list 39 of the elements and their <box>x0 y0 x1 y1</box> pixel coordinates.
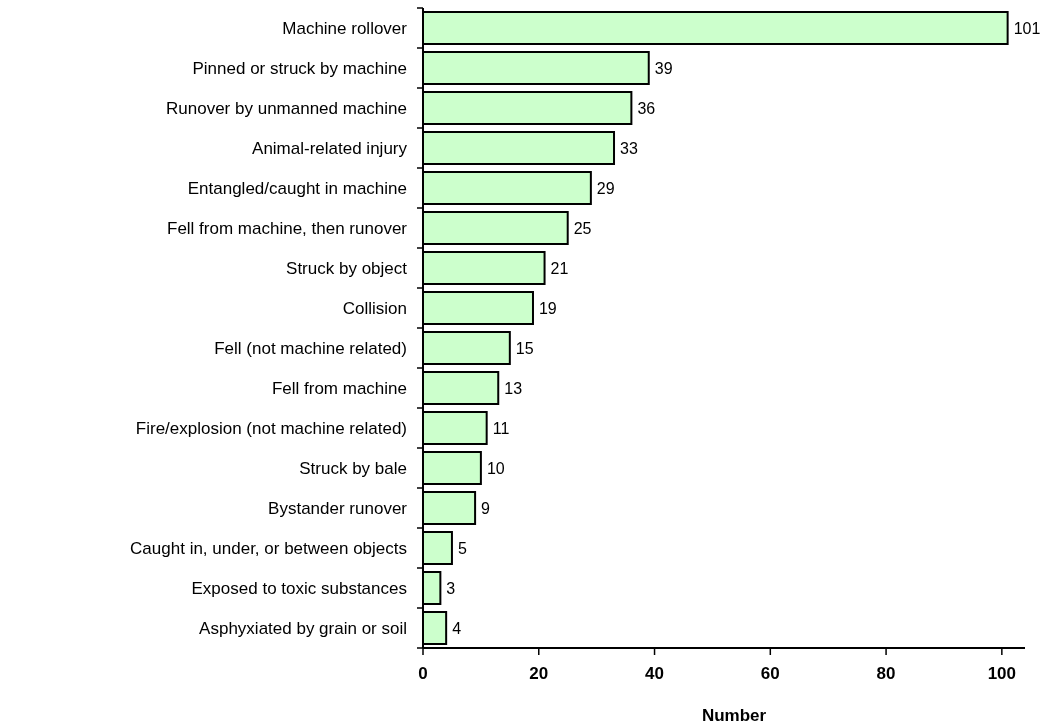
y-tick-label: Machine rollover <box>282 18 408 38</box>
x-tick-label: 80 <box>876 664 896 683</box>
data-label: 10 <box>486 459 505 477</box>
data-label: 25 <box>573 219 592 237</box>
x-axis-title: Number <box>701 706 767 725</box>
data-label: 15 <box>515 339 534 357</box>
data-label: 5 <box>457 539 467 557</box>
y-tick-label: Struck by object <box>286 258 408 278</box>
data-label: 33 <box>620 139 638 157</box>
data-label: 21 <box>550 259 569 277</box>
data-label: 39 <box>654 59 673 77</box>
data-label: 13 <box>504 379 523 397</box>
y-tick-label: Fell from machine, then runover <box>167 218 408 238</box>
data-label: 36 <box>637 99 656 117</box>
x-tick-label: 40 <box>645 664 664 683</box>
data-label: 4 <box>452 619 462 637</box>
y-tick-label: Pinned or struck by machine <box>192 58 407 78</box>
data-label: 101 <box>1013 19 1041 37</box>
data-label: 3 <box>446 579 456 597</box>
y-tick-label: Asphyxiated by grain or soil <box>199 618 407 638</box>
y-tick-label: Runover by unmanned machine <box>166 98 407 118</box>
x-tick-label: 60 <box>760 664 780 683</box>
x-tick-label: 0 <box>418 664 428 683</box>
y-tick-label: Fire/explosion (not machine related) <box>135 418 407 438</box>
y-tick-label: Bystander runover <box>268 498 408 518</box>
y-tick-label: Entangled/caught in machine <box>187 178 407 198</box>
x-tick-label: 20 <box>529 664 549 683</box>
data-label: 19 <box>538 299 557 317</box>
data-label: 9 <box>481 499 491 517</box>
y-tick-label: Fell from machine <box>271 378 407 398</box>
y-tick-label: Collision <box>342 298 407 318</box>
y-tick-label: Exposed to toxic substances <box>191 578 407 598</box>
data-label: 29 <box>596 179 615 197</box>
y-tick-label: Fell (not machine related) <box>214 338 407 358</box>
y-tick-label: Caught in, under, or between objects <box>130 538 407 558</box>
y-tick-label: Animal-related injury <box>252 138 408 158</box>
data-label: 11 <box>492 419 510 437</box>
x-tick-label: 100 <box>987 664 1017 683</box>
y-tick-label: Struck by bale <box>299 458 407 478</box>
